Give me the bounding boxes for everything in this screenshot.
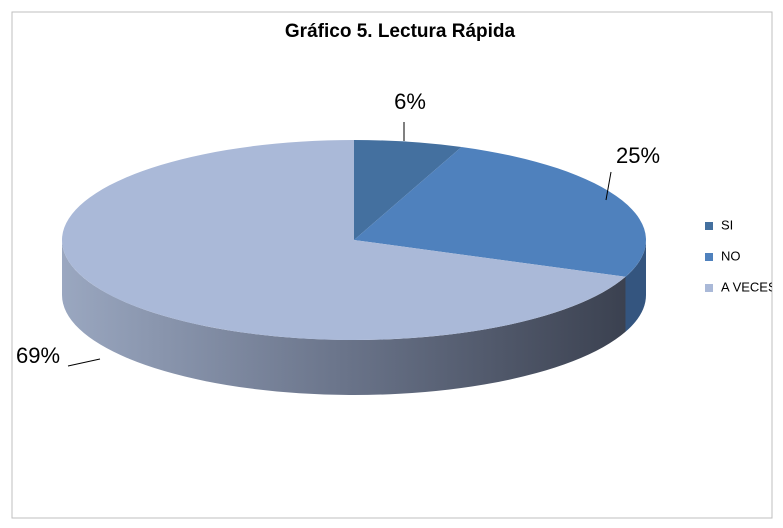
legend-swatch bbox=[705, 284, 713, 292]
chart-title: Gráfico 5. Lectura Rápida bbox=[285, 21, 516, 42]
leader-line bbox=[605, 171, 612, 201]
leader-line bbox=[67, 358, 101, 367]
slice-side bbox=[61, 240, 626, 396]
slice bbox=[62, 140, 626, 340]
data-label: 25% bbox=[616, 143, 660, 168]
legend-swatch bbox=[705, 253, 713, 261]
slice bbox=[354, 140, 462, 240]
slice bbox=[354, 147, 647, 277]
legend-label: SI bbox=[721, 217, 733, 232]
data-label: 6% bbox=[394, 89, 426, 114]
slice-side bbox=[625, 240, 646, 332]
legend-swatch bbox=[705, 222, 713, 230]
legend-label: NO bbox=[721, 248, 741, 263]
legend-label: A VECES bbox=[721, 279, 777, 294]
plot: 6% 25% 69% SI NO A VECES bbox=[16, 89, 777, 396]
data-label: 69% bbox=[16, 343, 60, 368]
